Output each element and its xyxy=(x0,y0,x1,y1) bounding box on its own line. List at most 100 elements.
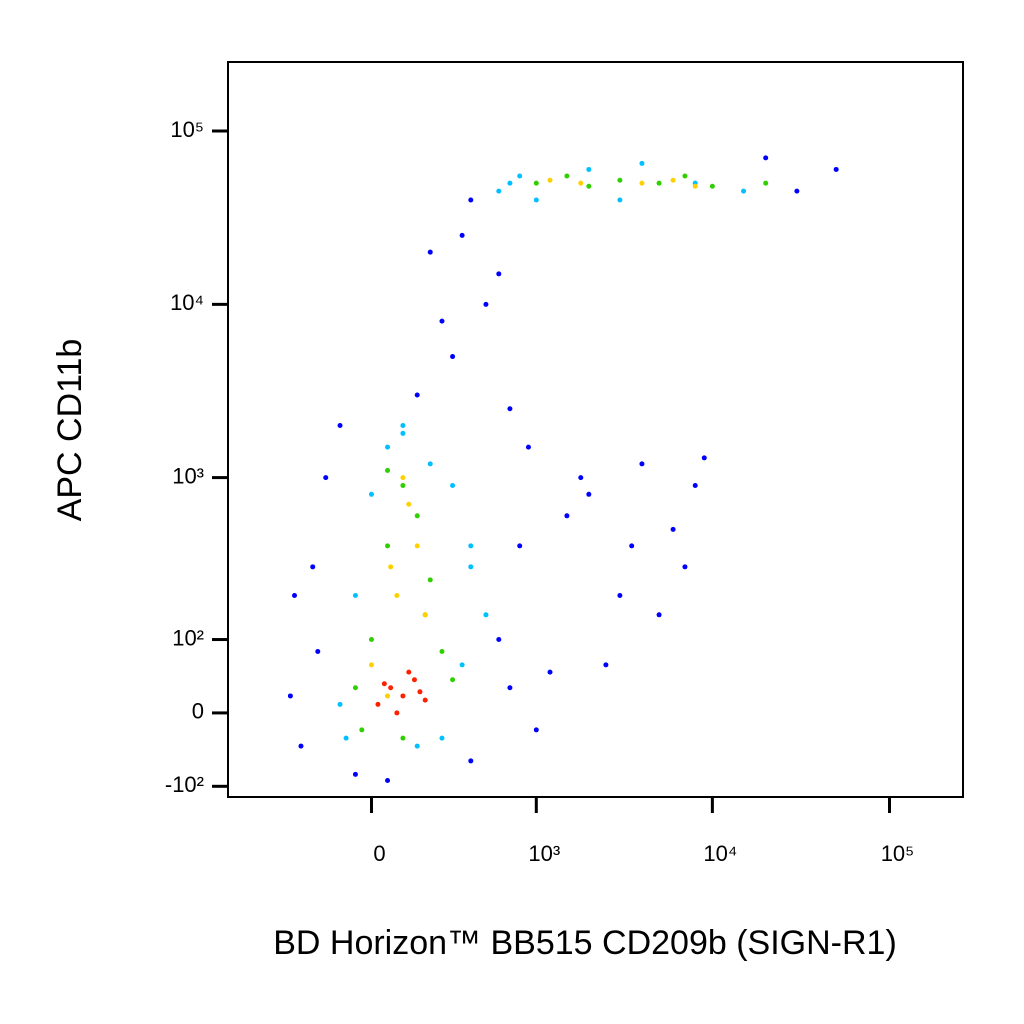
data-point xyxy=(385,543,391,549)
data-point xyxy=(310,564,316,570)
data-point xyxy=(617,197,623,203)
data-point xyxy=(483,301,489,307)
y-tick-label: 10⁵ xyxy=(170,117,204,142)
x-axis-title: BD Horizon™ BB515 CD209b (SIGN-R1) xyxy=(273,924,897,962)
data-point xyxy=(603,662,609,668)
data-point xyxy=(468,197,474,203)
data-point xyxy=(763,180,769,186)
data-point xyxy=(547,669,553,675)
data-point xyxy=(507,180,513,186)
y-tick-label: 0 xyxy=(192,699,204,724)
data-point xyxy=(533,180,539,186)
data-point xyxy=(586,491,592,497)
data-point xyxy=(639,180,645,186)
data-point xyxy=(400,423,406,429)
data-point xyxy=(385,693,391,699)
data-point xyxy=(368,491,374,497)
x-tick-label: 10⁴ xyxy=(703,841,737,866)
data-point xyxy=(564,173,570,179)
data-point xyxy=(617,177,623,183)
x-tick-label: 10⁵ xyxy=(881,841,915,866)
data-point xyxy=(427,577,433,583)
data-point xyxy=(692,482,698,488)
plot-frame xyxy=(227,61,964,798)
data-point xyxy=(400,430,406,436)
y-tick-label: 10⁴ xyxy=(170,290,204,315)
data-point xyxy=(517,173,523,179)
data-point xyxy=(323,475,329,481)
data-point xyxy=(617,593,623,599)
data-point xyxy=(496,637,502,643)
data-point xyxy=(564,513,570,519)
x-tick-label: 0 xyxy=(373,841,385,866)
data-point xyxy=(337,701,343,707)
data-point xyxy=(359,727,365,733)
data-point xyxy=(639,461,645,467)
data-point xyxy=(656,180,662,186)
data-point xyxy=(388,685,394,691)
data-point xyxy=(507,406,513,412)
data-point xyxy=(287,693,293,699)
data-point xyxy=(629,543,635,549)
data-point xyxy=(337,423,343,429)
data-point xyxy=(439,318,445,324)
data-point xyxy=(385,467,391,473)
data-point xyxy=(468,564,474,570)
data-point xyxy=(411,677,417,683)
x-tick-label: 10³ xyxy=(528,841,560,866)
data-point xyxy=(639,160,645,166)
data-point xyxy=(414,513,420,519)
data-point xyxy=(496,188,502,194)
data-point xyxy=(656,612,662,618)
data-point xyxy=(291,593,297,599)
data-point xyxy=(414,543,420,549)
data-point xyxy=(400,735,406,741)
data-point xyxy=(533,727,539,733)
data-point xyxy=(450,354,456,360)
data-point xyxy=(406,669,412,675)
data-point xyxy=(439,649,445,655)
data-point xyxy=(427,461,433,467)
data-point xyxy=(517,543,523,549)
data-point xyxy=(352,593,358,599)
data-point xyxy=(381,681,387,687)
data-point xyxy=(741,188,747,194)
data-point xyxy=(422,697,428,703)
data-point xyxy=(833,166,839,172)
data-point xyxy=(450,482,456,488)
data-point xyxy=(692,183,698,189)
data-point xyxy=(763,155,769,161)
data-point xyxy=(400,475,406,481)
data-point xyxy=(439,735,445,741)
data-point xyxy=(709,183,715,189)
data-point xyxy=(578,180,584,186)
data-point xyxy=(400,693,406,699)
data-point xyxy=(533,197,539,203)
data-point xyxy=(385,444,391,450)
data-point xyxy=(388,564,394,570)
data-point xyxy=(343,735,349,741)
data-point xyxy=(670,526,676,532)
data-point xyxy=(507,685,513,691)
data-point xyxy=(368,662,374,668)
data-point xyxy=(427,249,433,255)
y-tick-label: -10² xyxy=(165,772,204,797)
data-point xyxy=(394,593,400,599)
data-point xyxy=(417,689,423,695)
data-point xyxy=(578,475,584,481)
data-point xyxy=(547,177,553,183)
data-point xyxy=(586,166,592,172)
y-tick-label: 10³ xyxy=(172,463,204,488)
data-point xyxy=(352,685,358,691)
data-point xyxy=(468,543,474,549)
data-point xyxy=(406,501,412,507)
data-point xyxy=(794,188,800,194)
y-axis-title: APC CD11b xyxy=(51,339,89,522)
data-point xyxy=(385,777,391,783)
y-tick-label: 10² xyxy=(172,625,204,650)
data-point xyxy=(586,183,592,189)
data-point xyxy=(682,173,688,179)
data-point xyxy=(496,271,502,277)
data-point xyxy=(400,482,406,488)
